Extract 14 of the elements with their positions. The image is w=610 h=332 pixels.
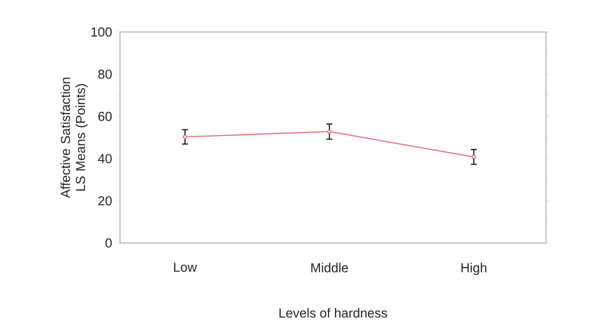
y-tick-label: 20 (98, 196, 112, 206)
x-tick-label: Low (174, 262, 197, 272)
point (182, 134, 188, 140)
y-tick-label: 40 (98, 154, 112, 164)
y-tick-label: 100 (92, 27, 112, 37)
point (327, 129, 332, 134)
y-tick-label: 80 (98, 70, 112, 79)
x-tick-label: High (462, 262, 486, 275)
y-axis-title: Affective Satisfaction LS Means (Points) (60, 78, 88, 198)
y-tick-label: 60 (98, 112, 112, 121)
y-tick-label: 0 (105, 238, 112, 248)
x-tick-label: Middle (311, 262, 348, 272)
x-axis-title: Levels of hardness (280, 308, 388, 318)
point (472, 154, 476, 160)
